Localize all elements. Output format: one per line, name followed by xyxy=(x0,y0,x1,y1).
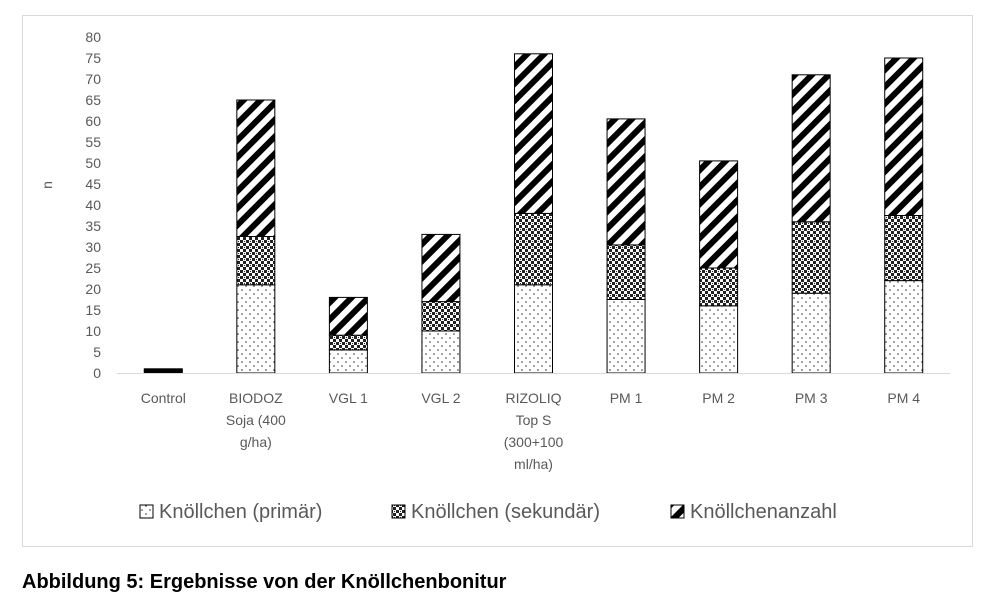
bar-segment xyxy=(791,221,831,294)
legend-label: Knöllchen (primär) xyxy=(159,501,322,523)
y-tick-label: 35 xyxy=(85,218,101,234)
x-tick-label: VGL 1 xyxy=(329,390,368,406)
x-tick-label: ml/ha) xyxy=(514,456,553,472)
bar-segment xyxy=(606,299,646,374)
y-tick-label: 40 xyxy=(85,197,101,213)
legend-label: Knöllchenanzahl xyxy=(690,501,837,523)
y-tick-label: 55 xyxy=(85,134,101,150)
x-tick-label: Control xyxy=(141,390,186,406)
bar-segment xyxy=(699,160,739,269)
bar-segment xyxy=(328,296,368,336)
legend-swatch xyxy=(391,504,406,519)
bar-segment xyxy=(328,334,368,351)
y-tick-label: 25 xyxy=(85,260,101,276)
bar-segment xyxy=(143,368,183,372)
x-tick-label: BIODOZ xyxy=(229,390,283,406)
y-tick-label: 15 xyxy=(85,302,101,318)
y-tick-label: 80 xyxy=(85,29,101,45)
y-axis-tick-labels: 0 5 10 15 20 25 30 35 40 45 50 55 60 65 70 75 80 xyxy=(85,29,101,381)
bar-segment xyxy=(884,57,924,216)
x-tick-label: (300+100 xyxy=(504,434,564,450)
x-tick-label: PM 3 xyxy=(795,390,828,406)
figure-caption: Abbildung 5: Ergebnisse von der Knöllche… xyxy=(22,571,507,593)
x-tick-label: Top S xyxy=(516,412,552,428)
bar-segment xyxy=(421,301,461,332)
y-tick-label: 5 xyxy=(93,344,101,360)
legend-label: Knöllchen (sekundär) xyxy=(411,501,600,523)
bar-segment xyxy=(328,349,368,374)
y-tick-label: 45 xyxy=(85,176,101,192)
legend-swatch xyxy=(139,504,154,519)
bar-segment xyxy=(421,233,461,303)
bar-segment xyxy=(791,74,831,223)
bar-segment xyxy=(236,99,276,237)
bar-segment xyxy=(236,236,276,286)
bars xyxy=(143,53,924,374)
bar-segment xyxy=(606,244,646,300)
x-tick-label: PM 4 xyxy=(887,390,920,406)
x-tick-label: Soja (400 xyxy=(226,412,286,428)
x-tick-label: RIZOLIQ xyxy=(505,390,561,406)
y-tick-label: 10 xyxy=(85,323,101,339)
y-tick-label: 20 xyxy=(85,281,101,297)
bar-segment xyxy=(514,284,553,374)
bar-segment xyxy=(884,215,924,282)
y-tick-label: 60 xyxy=(85,113,101,129)
y-tick-label: 0 xyxy=(93,365,101,381)
y-axis-label: n xyxy=(39,181,55,189)
stacked-bar-chart: 0 5 10 15 20 25 30 35 40 45 50 55 60 65 70 75 80 Control… xyxy=(39,29,950,523)
bar-segment xyxy=(514,53,553,214)
y-tick-label: 50 xyxy=(85,155,101,171)
legend: Knöllchen (primär) Knöllchen (sekundär) Kn… xyxy=(139,501,837,523)
bar-segment xyxy=(699,305,739,374)
x-tick-label: g/ha) xyxy=(240,434,272,450)
bar-segment xyxy=(791,292,831,374)
y-tick-label: 30 xyxy=(85,239,101,255)
bar-segment xyxy=(884,280,924,374)
x-tick-label: PM 1 xyxy=(610,390,643,406)
y-tick-label: 70 xyxy=(85,71,101,87)
bar-segment xyxy=(514,212,553,286)
y-tick-label: 65 xyxy=(85,92,101,108)
bar-segment xyxy=(236,284,276,374)
x-tick-label: VGL 2 xyxy=(421,390,460,406)
y-tick-label: 75 xyxy=(85,50,101,66)
bar-segment xyxy=(606,118,646,246)
bar-segment xyxy=(421,330,461,374)
x-axis-tick-labels: Control BIODOZ Soja (400 g/ha) VGL 1 VGL 2 RIZ… xyxy=(141,390,921,472)
legend-swatch xyxy=(670,504,685,519)
bar-segment xyxy=(699,267,739,307)
x-tick-label: PM 2 xyxy=(702,390,735,406)
